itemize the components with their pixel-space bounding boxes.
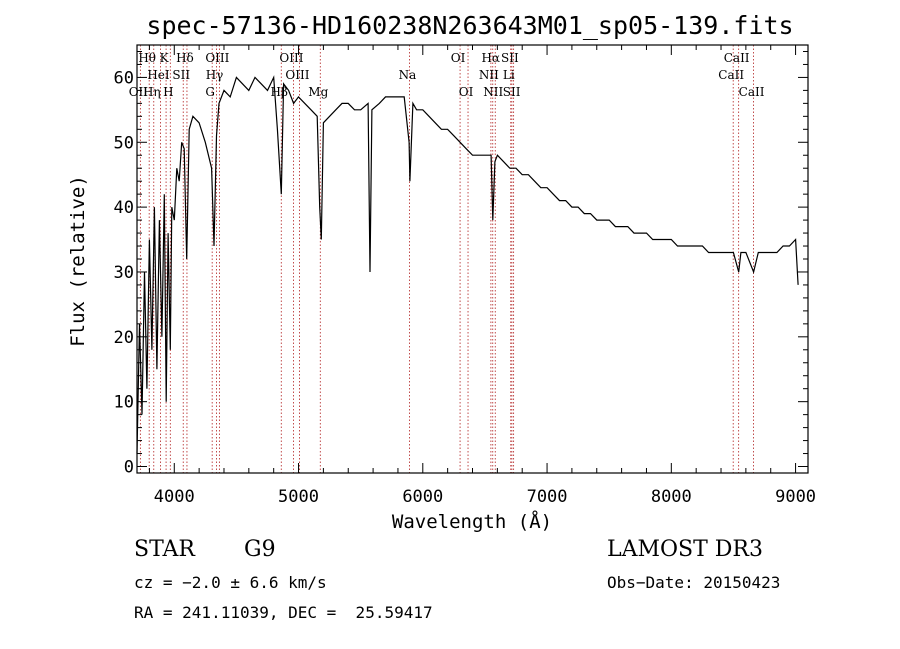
y-axis: 0 10 20 30 40 50 60	[114, 50, 808, 478]
spectrum-line	[136, 75, 799, 454]
line-label-3: HeI	[147, 68, 170, 82]
x-tick-label: 7000	[527, 487, 568, 507]
line-label-25: CaII	[724, 51, 750, 65]
line-label-9: Hγ	[206, 68, 224, 82]
line-label-20: NII	[483, 85, 503, 99]
y-tick-label: 40	[114, 198, 134, 218]
line-label-16: OI	[451, 51, 466, 65]
line-label-7: SII	[172, 68, 190, 82]
line-label-19: NII	[479, 68, 499, 82]
x-tick-label: 4000	[154, 487, 195, 507]
line-label-10: G	[205, 85, 215, 99]
y-tick-label: 0	[124, 458, 134, 478]
line-label-0: Hθ	[138, 51, 156, 65]
object-class: STAR	[134, 537, 195, 562]
y-tick-label: 20	[114, 328, 134, 348]
line-label-13: OIII	[285, 68, 309, 82]
line-label-6: Hδ	[176, 51, 194, 65]
line-label-5: H	[163, 85, 173, 99]
line-label-15: Na	[399, 68, 417, 82]
y-tick-label: 50	[114, 133, 134, 153]
x-axis: 4000 5000 6000 7000 8000 9000	[148, 45, 816, 507]
y-tick-label: 30	[114, 263, 134, 283]
line-label-8: OIII	[205, 51, 229, 65]
line-label-12: OIII	[279, 51, 303, 65]
y-axis-label: Flux (relative)	[67, 175, 89, 347]
coordinates: RA = 241.11039, DEC = 25.59417	[134, 603, 433, 622]
emission-line-markers	[139, 45, 754, 473]
object-subclass: G9	[244, 537, 276, 562]
y-tick-label: 10	[114, 393, 134, 413]
chart-title: spec-57136-HD160238N263643M01_sp05-139.f…	[146, 11, 793, 40]
line-label-22: Li	[503, 68, 515, 82]
line-label-14: Mg	[308, 85, 328, 99]
y-tick-label: 60	[114, 68, 134, 88]
plot-frame	[136, 44, 809, 474]
line-label-23: SII	[503, 85, 521, 99]
x-tick-label: 8000	[651, 487, 692, 507]
x-tick-label: 5000	[278, 487, 319, 507]
line-label-2: Hη	[143, 85, 161, 99]
line-label-17: OI	[459, 85, 474, 99]
line-label-1: OII	[129, 85, 149, 99]
line-label-21: SII	[501, 51, 519, 65]
obs-date: Obs−Date: 20150423	[607, 573, 781, 592]
line-label-26: CaII	[739, 85, 765, 99]
survey-name: LAMOST DR3	[607, 537, 763, 562]
x-axis-label: Wavelength (Å)	[392, 510, 552, 533]
line-label-4: K	[160, 51, 170, 65]
redshift-cz: cz = −2.0 ± 6.6 km/s	[134, 573, 327, 592]
line-label-24: CaII	[718, 68, 744, 82]
x-tick-label: 9000	[775, 487, 816, 507]
line-label-18: Hα	[481, 51, 500, 65]
x-tick-label: 6000	[402, 487, 443, 507]
